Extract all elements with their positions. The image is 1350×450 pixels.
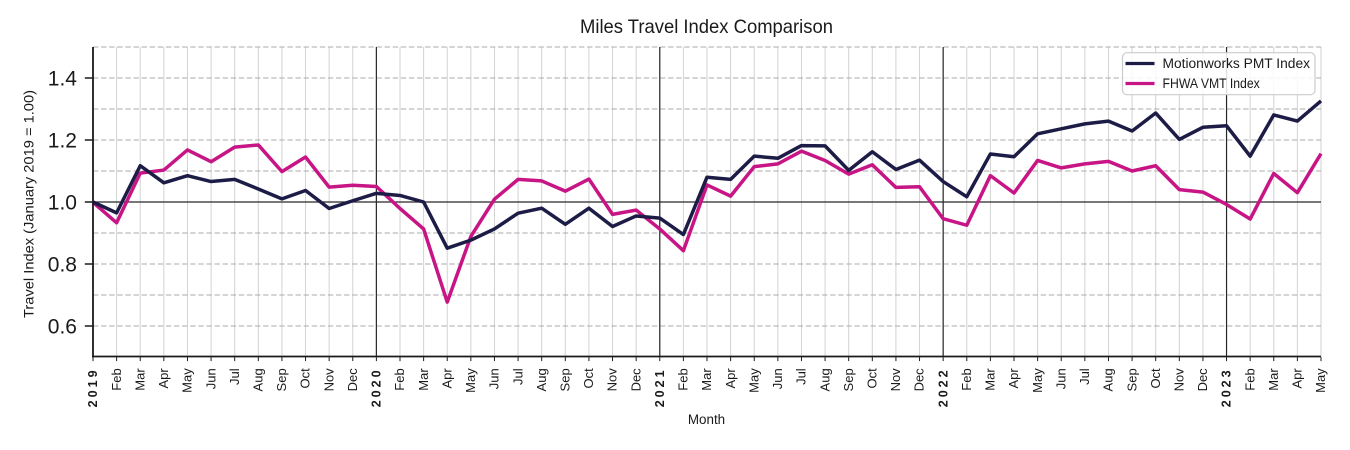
svg-text:Jun: Jun: [487, 368, 502, 389]
svg-text:Mar: Mar: [132, 368, 147, 391]
svg-text:Oct: Oct: [1148, 368, 1163, 389]
svg-text:Aug: Aug: [251, 368, 266, 391]
svg-text:Feb: Feb: [392, 368, 407, 390]
svg-text:May: May: [463, 368, 478, 393]
svg-text:Dec: Dec: [628, 368, 643, 392]
svg-text:Jun: Jun: [1053, 368, 1068, 389]
svg-text:Jul: Jul: [510, 368, 525, 385]
svg-text:Jul: Jul: [1077, 368, 1092, 385]
svg-text:Dec: Dec: [912, 368, 927, 392]
svg-text:Motionworks PMT Index: Motionworks PMT Index: [1163, 56, 1311, 71]
svg-text:Aug: Aug: [817, 368, 832, 391]
svg-text:Miles Travel Index Comparison: Miles Travel Index Comparison: [580, 17, 833, 38]
svg-text:Travel Index (January 2019 = 1: Travel Index (January 2019 = 1.00): [21, 90, 37, 318]
svg-text:Oct: Oct: [865, 368, 880, 389]
svg-text:Mar: Mar: [416, 368, 431, 391]
svg-text:Oct: Oct: [298, 368, 313, 389]
svg-text:Jun: Jun: [203, 368, 218, 389]
svg-text:Apr: Apr: [1006, 368, 1021, 389]
svg-text:Sep: Sep: [274, 368, 289, 391]
svg-text:Sep: Sep: [841, 368, 856, 391]
svg-text:Feb: Feb: [959, 368, 974, 390]
svg-text:Nov: Nov: [1172, 368, 1187, 392]
svg-text:Jun: Jun: [770, 368, 785, 389]
svg-text:Jul: Jul: [794, 368, 809, 385]
svg-text:Dec: Dec: [1195, 368, 1210, 392]
svg-text:Oct: Oct: [581, 368, 596, 389]
svg-text:1.2: 1.2: [48, 129, 77, 152]
svg-text:Aug: Aug: [1101, 368, 1116, 391]
svg-text:Sep: Sep: [558, 368, 573, 391]
svg-text:May: May: [1030, 368, 1045, 393]
svg-text:Nov: Nov: [605, 368, 620, 392]
svg-text:Nov: Nov: [888, 368, 903, 392]
svg-text:0.6: 0.6: [48, 315, 77, 338]
svg-text:Feb: Feb: [1242, 368, 1257, 390]
svg-text:Apr: Apr: [439, 368, 454, 389]
svg-text:Month: Month: [688, 412, 725, 427]
svg-text:1.4: 1.4: [48, 67, 78, 90]
svg-text:Sep: Sep: [1124, 368, 1139, 391]
svg-text:Feb: Feb: [109, 368, 124, 390]
svg-text:May: May: [746, 368, 761, 393]
svg-text:Apr: Apr: [723, 368, 738, 389]
svg-text:Dec: Dec: [345, 368, 360, 392]
svg-text:Feb: Feb: [676, 368, 691, 390]
svg-text:Nov: Nov: [321, 368, 336, 392]
svg-text:Apr: Apr: [1290, 368, 1305, 389]
svg-text:Apr: Apr: [156, 368, 171, 389]
svg-text:FHWA VMT Index: FHWA VMT Index: [1163, 76, 1261, 91]
svg-text:1.0: 1.0: [48, 191, 77, 214]
svg-text:Mar: Mar: [1266, 368, 1281, 391]
svg-text:May: May: [180, 368, 195, 393]
svg-text:Aug: Aug: [534, 368, 549, 391]
svg-text:0.8: 0.8: [48, 253, 77, 276]
svg-text:Mar: Mar: [699, 368, 714, 391]
svg-text:Jul: Jul: [227, 368, 242, 385]
svg-text:Mar: Mar: [983, 368, 998, 391]
svg-text:May: May: [1313, 368, 1328, 393]
